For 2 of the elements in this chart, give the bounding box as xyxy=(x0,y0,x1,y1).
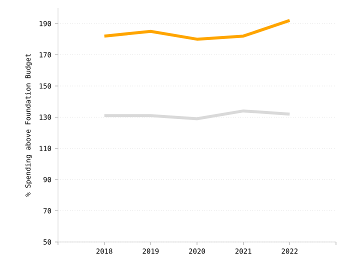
line-series xyxy=(102,109,292,120)
line-series xyxy=(102,18,292,41)
